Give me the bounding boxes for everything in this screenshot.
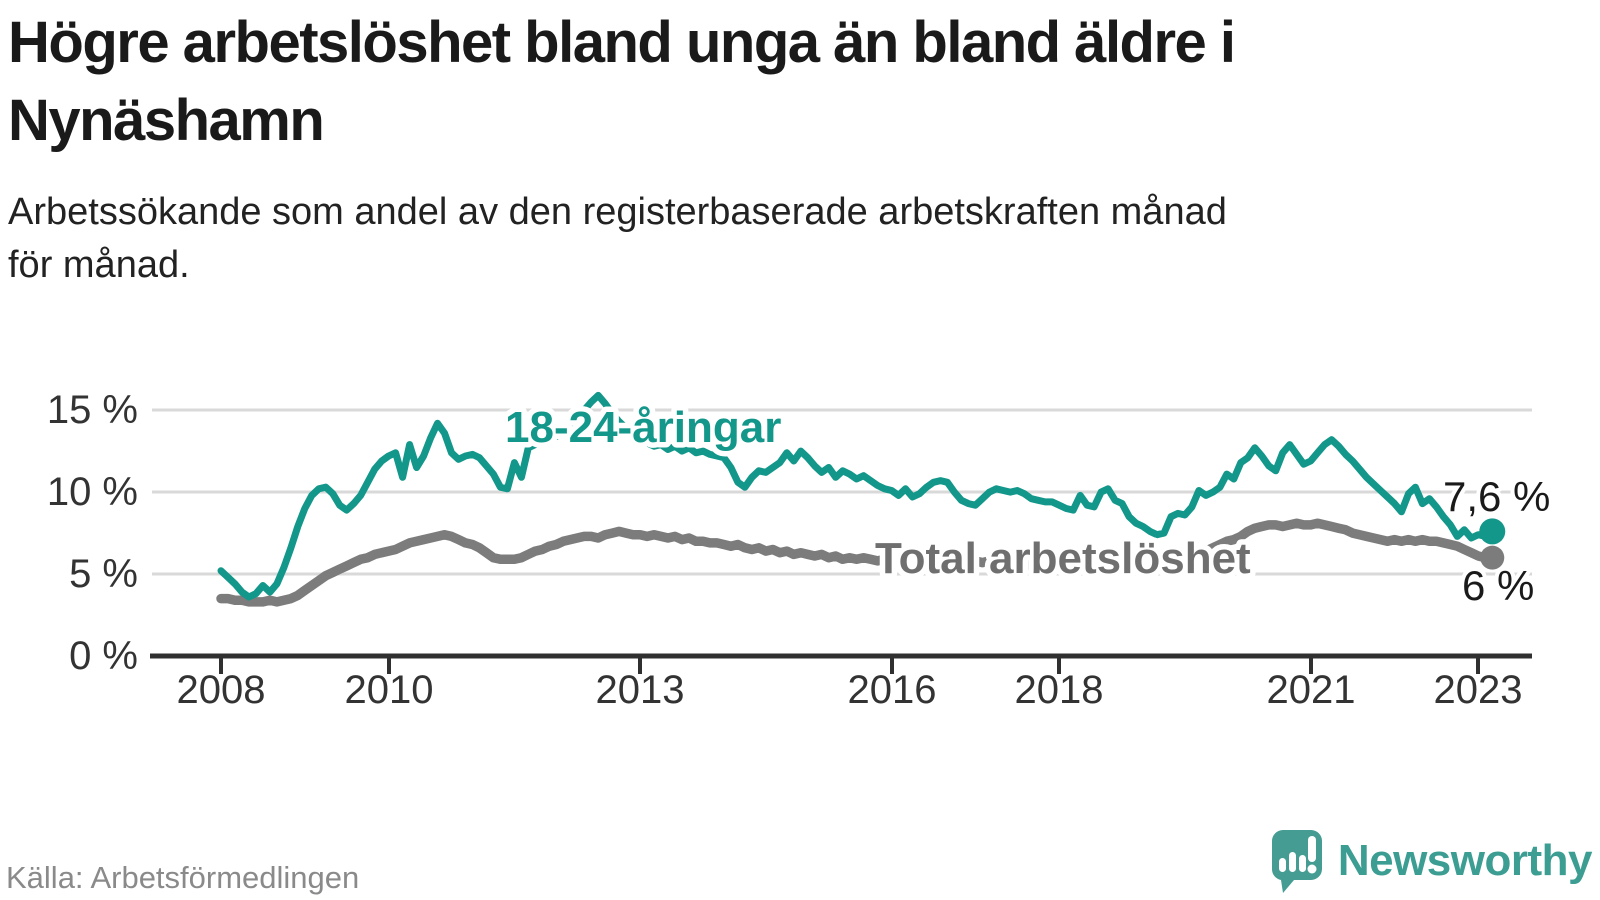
series-line-youth-unemployment [217,391,1496,601]
end-value-label-total: 6 % [1462,562,1534,609]
y-tick-0: 0 % [69,634,138,678]
y-tick-10: 10 % [47,470,138,514]
newsworthy-brand: Newsworthy [1337,836,1593,885]
series-end-dot-total [1480,545,1505,570]
y-tick-5: 5 % [69,552,138,596]
x-tick-2008: 2008 [177,668,266,712]
source-note: Källa: Arbetsförmedlingen [6,860,360,895]
x-tick-2021: 2021 [1267,668,1356,712]
page-subtitle: Arbetssökande som andel av den registerb… [8,191,1227,287]
y-tick-15: 15 % [47,388,138,432]
gridlines [152,408,1532,576]
newsworthy-logo[interactable]: Newsworthy [1270,828,1593,894]
x-tick-2013: 2013 [596,668,685,712]
series-end-dot-youth [1479,518,1506,545]
series-label-youth: 18-24-åringar [505,403,781,452]
y-axis-labels: 0 % 5 % 10 % 15 % [47,388,138,678]
x-tick-2010: 2010 [345,668,434,712]
end-value-label-youth: 7,6 % [1443,473,1550,520]
speech-bubble-bar-chart-icon [1271,830,1322,893]
series-line-total-unemployment [216,518,1498,607]
x-axis-ticks [219,656,1480,674]
x-tick-2016: 2016 [848,668,937,712]
x-tick-2018: 2018 [1015,668,1104,712]
page-title: Högre arbetslöshet bland unga än bland ä… [8,10,1236,153]
unemployment-line-chart: 0 % 5 % 10 % 15 % 18-24-åringar Total ar… [47,388,1555,712]
x-axis-labels: 2008 2010 2013 2016 2018 2021 2023 [177,668,1523,712]
x-tick-2023: 2023 [1434,668,1523,712]
series-label-total: Total arbetslöshet [875,534,1251,583]
